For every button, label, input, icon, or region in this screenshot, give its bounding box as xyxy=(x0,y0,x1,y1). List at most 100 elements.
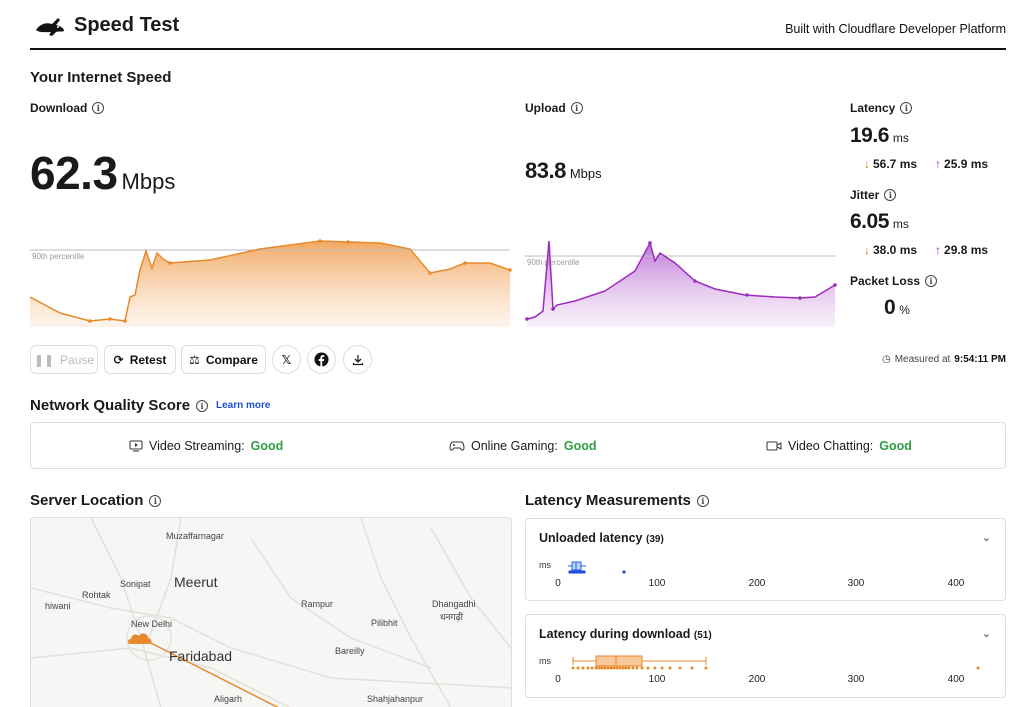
download-chart-area xyxy=(30,241,510,327)
measured-prefix: Measured at xyxy=(894,354,951,365)
download-latency-card[interactable]: Latency during download (51) ⌄ ms 0 100 … xyxy=(525,614,1006,698)
latency-label-text: Latency xyxy=(850,101,896,115)
upload-chart-line xyxy=(526,240,836,320)
compare-icon: ⚖ xyxy=(189,352,200,367)
jitter-info-icon[interactable]: i xyxy=(884,189,897,201)
unloaded-latency-card[interactable]: Unloaded latency (39) ⌄ ms 0 100 200 300… xyxy=(525,518,1006,601)
retest-button[interactable]: ⟳ Retest xyxy=(104,345,176,374)
share-x-button[interactable]: 𝕏 xyxy=(272,345,301,374)
axis-tick: 100 xyxy=(648,674,666,685)
upload-number: 83.8 xyxy=(525,158,566,183)
server-location-info-icon[interactable]: i xyxy=(149,494,162,507)
axis-tick: 0 xyxy=(555,674,561,685)
download-unit: Mbps xyxy=(121,169,176,194)
upload-label: Upload i xyxy=(525,101,583,115)
network-quality-title-text: Network Quality Score xyxy=(30,397,191,414)
latency-measurements-title: Latency Measurements i xyxy=(525,492,709,509)
latency-up: ↑ 25.9 ms xyxy=(935,157,988,171)
download-results-button[interactable] xyxy=(343,345,372,374)
video-streaming-value: Good xyxy=(250,439,284,453)
map-city: Shahjahanpur xyxy=(367,694,424,704)
axis-tick: 400 xyxy=(947,578,965,589)
app-title: Speed Test xyxy=(74,14,180,36)
server-location-map[interactable]: Muzaffarnagar Meerut Sonipat Rohtak hiwa… xyxy=(30,517,512,707)
built-with-link[interactable]: Built with Cloudflare Developer Platform xyxy=(785,22,1006,36)
cloudflare-server-icon[interactable] xyxy=(127,630,153,646)
rabbit-logo-icon[interactable] xyxy=(34,14,66,38)
unloaded-latency-title: Unloaded latency (39) xyxy=(539,531,664,545)
measured-time: 9:54:11 PM xyxy=(954,354,1006,365)
map-city: hiwani xyxy=(45,601,71,611)
gamepad-icon xyxy=(449,441,465,451)
map-city: Aligarh xyxy=(214,694,243,704)
latency-value: 19.6 ms xyxy=(850,124,909,148)
chevron-down-icon[interactable]: ⌄ xyxy=(981,628,991,640)
upload-chart: 90th percentile xyxy=(525,240,837,327)
axis-tick: 0 xyxy=(555,578,561,589)
online-gaming-score: Online Gaming: Good xyxy=(449,439,597,453)
map-city: New Delhi xyxy=(131,619,173,629)
video-streaming-icon xyxy=(129,440,143,452)
map-city: Muzaffarnagar xyxy=(166,531,224,541)
internet-speed-title: Your Internet Speed xyxy=(30,69,172,86)
learn-more-link[interactable]: Learn more xyxy=(216,400,271,411)
latency-info-icon[interactable]: i xyxy=(900,102,913,114)
pause-button[interactable]: ❚❚ Pause xyxy=(30,345,98,374)
download-percentile-label: 90th percentile xyxy=(32,252,85,261)
upload-chart-area xyxy=(527,241,835,327)
upload-percentile-label: 90th percentile xyxy=(527,258,580,267)
compare-button-label: Compare xyxy=(205,352,258,367)
share-facebook-button[interactable] xyxy=(307,345,336,374)
network-quality-title: Network Quality Score i xyxy=(30,397,209,414)
map-city: Bareilly xyxy=(335,646,365,656)
download-number: 62.3 xyxy=(30,147,118,199)
server-location-title: Server Location i xyxy=(30,492,162,509)
refresh-icon: ⟳ xyxy=(113,352,124,367)
upload-value: 83.8 Mbps xyxy=(525,158,602,184)
axis-tick: 400 xyxy=(947,674,965,685)
packet-loss-label: Packet Loss i xyxy=(850,274,938,288)
unloaded-latency-unit: ms xyxy=(539,560,551,570)
jitter-unit: ms xyxy=(892,217,909,231)
network-quality-info-icon[interactable]: i xyxy=(196,399,209,412)
jitter-down: ↓ 38.0 ms xyxy=(864,243,917,257)
download-info-icon[interactable]: i xyxy=(92,102,105,114)
jitter-up: ↑ 29.8 ms xyxy=(935,243,988,257)
jitter-loaded-row: ↓ 38.0 ms ↑ 29.8 ms xyxy=(864,243,988,257)
axis-tick: 200 xyxy=(748,578,766,589)
online-gaming-label: Online Gaming: xyxy=(471,439,558,453)
jitter-up-value: 29.8 ms xyxy=(944,243,989,257)
download-icon xyxy=(352,354,363,365)
jitter-down-value: 38.0 ms xyxy=(873,243,918,257)
x-logo-icon: 𝕏 xyxy=(281,352,292,367)
online-gaming-value: Good xyxy=(563,439,597,453)
axis-tick: 300 xyxy=(847,578,865,589)
download-chart: 90th percentile xyxy=(30,239,512,327)
arrow-up-icon: ↑ xyxy=(935,243,942,257)
map-city: Dhangadhi xyxy=(432,599,476,609)
packet-loss-info-icon[interactable]: i xyxy=(925,275,938,287)
map-city: Pilibhit xyxy=(371,618,398,628)
latency-label: Latency i xyxy=(850,101,913,115)
compare-button[interactable]: ⚖ Compare xyxy=(181,345,266,374)
latency-measurements-info-icon[interactable]: i xyxy=(696,494,709,507)
chevron-down-icon[interactable]: ⌄ xyxy=(981,532,991,544)
arrow-down-icon: ↓ xyxy=(864,157,870,171)
measured-at: ◷ Measured at 9:54:11 PM xyxy=(882,354,1006,365)
video-streaming-score: Video Streaming: Good xyxy=(129,439,283,453)
download-chart-line xyxy=(30,240,511,322)
latency-down-value: 56.7 ms xyxy=(873,157,918,171)
facebook-icon xyxy=(314,352,329,367)
download-label: Download i xyxy=(30,101,105,115)
video-chatting-score: Video Chatting: Good xyxy=(766,439,912,453)
download-value: 62.3 Mbps xyxy=(30,146,175,200)
retest-button-label: Retest xyxy=(129,352,167,367)
map-city: Rohtak xyxy=(82,590,111,600)
unloaded-latency-label: Unloaded latency xyxy=(539,531,643,545)
connection-line xyxy=(140,637,279,707)
map-roads xyxy=(31,518,511,707)
upload-info-icon[interactable]: i xyxy=(570,102,583,114)
download-latency-title: Latency during download (51) xyxy=(539,627,712,641)
packet-loss-number: 0 xyxy=(884,296,896,319)
latency-up-value: 25.9 ms xyxy=(944,157,989,171)
